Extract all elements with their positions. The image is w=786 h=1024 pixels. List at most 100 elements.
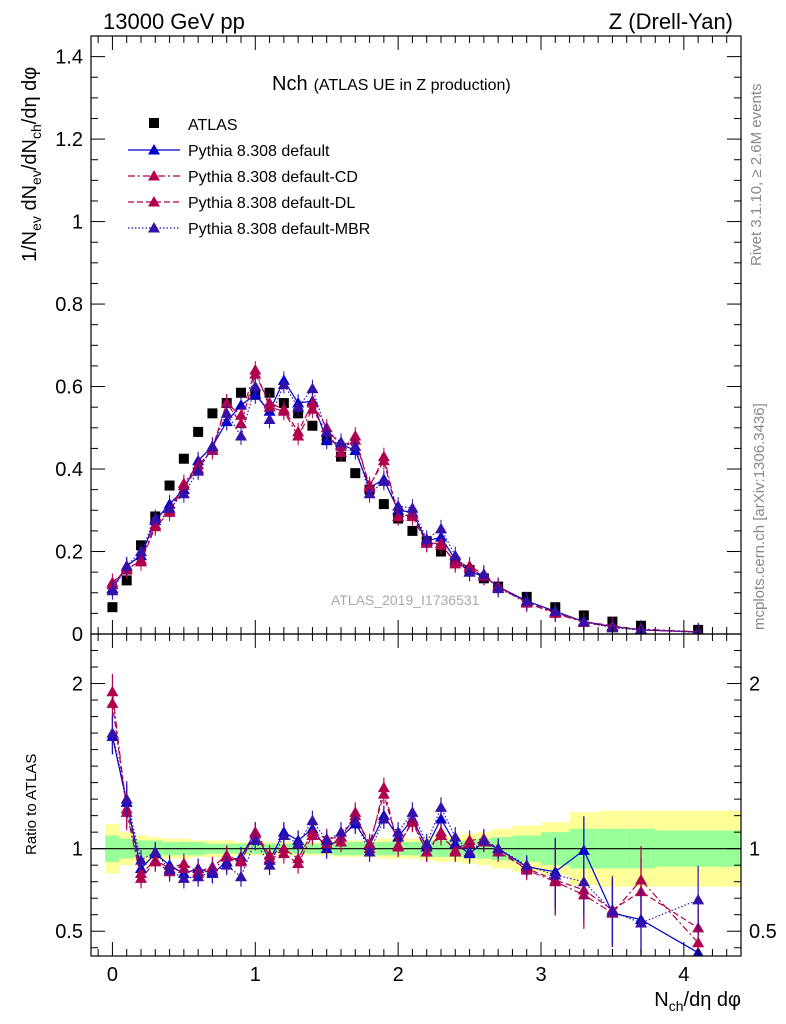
legend-entry: Pythia 8.308 default: [128, 143, 330, 160]
ratio-point: [477, 834, 490, 845]
ratio-point: [135, 854, 147, 865]
data-point: [107, 602, 118, 613]
y-tick-label: 1.2: [55, 129, 83, 151]
ratio-point: [692, 893, 705, 905]
data-point: [420, 533, 433, 544]
data-point: [106, 584, 119, 596]
ratio-point: [277, 842, 290, 854]
ratio-point: [220, 849, 233, 860]
data-point: [363, 487, 376, 499]
data-point: [520, 595, 533, 606]
ratio-point: [377, 788, 390, 799]
plot-title: Nch (ATLAS UE in Z production): [272, 73, 511, 95]
data-point: [335, 436, 347, 447]
ratio-y-tick-label-right: 0.5: [749, 921, 777, 943]
data-point: [350, 468, 361, 479]
ratio-point: [549, 869, 562, 880]
y-tick-label: 0.4: [55, 459, 83, 481]
ratio-point: [606, 905, 619, 916]
y-tick-label: 0.2: [55, 542, 83, 564]
ratio-frame: [90, 633, 742, 957]
header-right: Z (Drell-Yan): [609, 9, 733, 34]
ratio-point: [306, 826, 319, 837]
data-point: [149, 512, 162, 524]
ratio-point: [406, 806, 419, 817]
ratio-y-tick-label-right: 2: [749, 674, 760, 696]
ratio-point: [363, 845, 376, 857]
mcplots-label: mcplots.cern.ch [arXiv:1306.3436]: [751, 403, 768, 630]
data-point: [264, 387, 275, 398]
data-point: [249, 380, 262, 392]
ratio-point: [420, 837, 433, 849]
y-tick-label: 0.6: [55, 377, 83, 399]
ratio-point: [263, 849, 276, 860]
ratio-point: [277, 829, 290, 840]
legend-label: Pythia 8.308 default-DL: [188, 195, 355, 212]
legend-entry: Pythia 8.308 default-DL: [128, 195, 355, 212]
data-point: [377, 454, 390, 466]
ratio-point: [192, 870, 205, 882]
data-point: [192, 465, 205, 476]
data-point: [306, 382, 319, 394]
ratio-point: [320, 834, 333, 845]
legend-marker: [148, 170, 160, 181]
x-tick-label: 1: [250, 964, 261, 986]
data-point: [163, 502, 176, 513]
data-point: [392, 500, 405, 511]
ratio-panel: 0 1 2 3 4 0.5 0.5 1 1 2 2 Ratio to ATLAS Nch/dη dφ: [23, 633, 777, 1014]
data-point: [292, 425, 305, 437]
ratio-point: [449, 845, 462, 857]
data-point: [477, 568, 490, 579]
ratio-point: [249, 834, 262, 845]
data-point: [135, 545, 147, 557]
ratio-point: [449, 831, 462, 842]
data-point: [577, 615, 590, 627]
ratio-point: [235, 855, 247, 867]
legend-label: Pythia 8.308 default-MBR: [188, 221, 370, 238]
data-point: [135, 555, 147, 567]
ratio-point: [520, 859, 533, 870]
ratio-y-tick-label: 1: [72, 839, 83, 861]
ratio-point: [206, 865, 219, 877]
ratio-point: [435, 801, 447, 812]
ratio-point: [635, 916, 647, 928]
y-tick-label: 1.4: [55, 47, 83, 69]
ratio-point: [492, 842, 505, 854]
x-tick-label: 2: [393, 964, 404, 986]
ratio-y-tick-label: 0.5: [55, 921, 83, 943]
data-point: [378, 499, 389, 510]
data-point: [207, 408, 218, 419]
legend: ATLAS Pythia 8.308 default Pythia 8.308 de…: [128, 117, 370, 238]
legend-label: ATLAS: [188, 117, 238, 134]
data-point: [435, 522, 447, 534]
data-point: [121, 575, 132, 586]
ratio-point: [306, 814, 319, 826]
ratio-point: [392, 826, 405, 837]
ratio-point: [292, 837, 305, 849]
x-tick-label: 0: [107, 964, 118, 986]
ratio-point: [149, 845, 162, 857]
title-sub: (ATLAS UE in Z production): [314, 77, 511, 94]
ratio-point: [263, 859, 276, 870]
ratio-point: [177, 872, 190, 883]
data-point: [220, 397, 233, 408]
ratio-point: [335, 826, 347, 837]
data-point: [178, 453, 189, 464]
data-point: [292, 401, 305, 412]
legend-marker: [148, 144, 160, 155]
ratio-point: [106, 727, 119, 738]
data-point: [249, 368, 262, 379]
data-point: [120, 559, 133, 571]
data-point: [164, 480, 175, 491]
data-point: [349, 440, 362, 451]
data-point: [220, 407, 233, 418]
data-point: [236, 387, 246, 398]
header-left: 13000 GeV pp: [103, 9, 245, 34]
ratio-line: [111, 703, 699, 929]
data-point: [206, 440, 219, 451]
data-point: [406, 502, 419, 513]
ratio-line: [111, 732, 699, 924]
title-main: Nch: [272, 73, 308, 95]
data-point: [263, 397, 276, 408]
ratio-ylabel: Ratio to ATLAS: [23, 754, 40, 855]
